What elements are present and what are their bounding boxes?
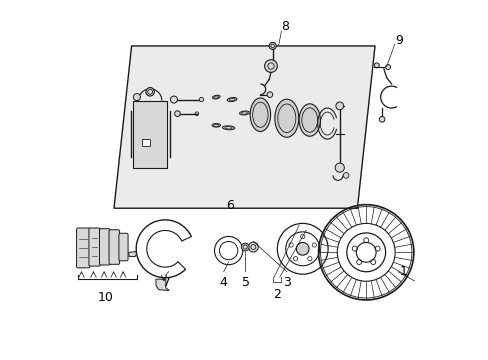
Circle shape [269, 42, 276, 49]
Ellipse shape [227, 98, 237, 102]
Ellipse shape [250, 98, 270, 131]
Text: 5: 5 [241, 276, 249, 289]
Bar [142, 139, 150, 147]
Circle shape [266, 92, 272, 98]
Polygon shape [128, 252, 136, 257]
Circle shape [343, 172, 348, 178]
Ellipse shape [222, 126, 234, 130]
Text: 1: 1 [399, 265, 407, 278]
Circle shape [296, 242, 308, 255]
FancyBboxPatch shape [119, 233, 128, 261]
Circle shape [379, 117, 384, 122]
Circle shape [374, 63, 379, 68]
FancyBboxPatch shape [77, 228, 90, 268]
Ellipse shape [212, 95, 220, 99]
FancyBboxPatch shape [99, 229, 110, 265]
Circle shape [248, 242, 258, 252]
Text: 2: 2 [272, 288, 280, 301]
Circle shape [199, 98, 203, 102]
FancyBboxPatch shape [89, 228, 100, 266]
Circle shape [241, 243, 248, 251]
Ellipse shape [239, 111, 249, 115]
Circle shape [264, 60, 277, 72]
Polygon shape [114, 46, 374, 208]
Ellipse shape [212, 123, 220, 127]
Circle shape [334, 163, 344, 172]
Circle shape [133, 94, 140, 100]
Circle shape [335, 102, 343, 110]
Text: 7: 7 [163, 276, 170, 289]
Polygon shape [156, 279, 169, 291]
FancyBboxPatch shape [133, 100, 166, 168]
Text: 3: 3 [283, 276, 290, 289]
Circle shape [174, 111, 180, 117]
Text: 8: 8 [281, 20, 288, 33]
Circle shape [385, 65, 390, 69]
FancyBboxPatch shape [109, 230, 120, 264]
Ellipse shape [299, 104, 320, 136]
Ellipse shape [274, 99, 298, 137]
Circle shape [170, 96, 177, 103]
Circle shape [145, 87, 154, 96]
Text: 6: 6 [226, 199, 234, 212]
Text: 10: 10 [97, 291, 113, 304]
Text: 4: 4 [219, 276, 227, 289]
Text: 9: 9 [394, 34, 402, 47]
